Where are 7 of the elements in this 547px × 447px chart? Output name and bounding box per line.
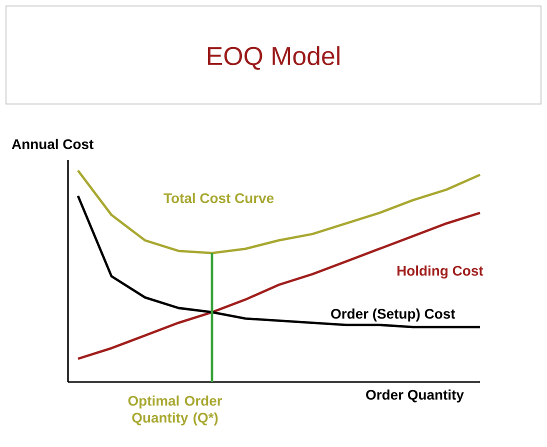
x-axis-title: Order Quantity: [366, 389, 464, 402]
series-label: Order (Setup) Cost: [331, 308, 456, 322]
y-axis-title: Annual Cost: [12, 138, 94, 150]
text: Total Cost Curve: [164, 192, 274, 204]
chart-title: EOQ Model: [208, 46, 340, 70]
text: Optimal Order Quantity (Q*): [128, 396, 222, 426]
series-label: Holding Cost: [397, 265, 484, 279]
